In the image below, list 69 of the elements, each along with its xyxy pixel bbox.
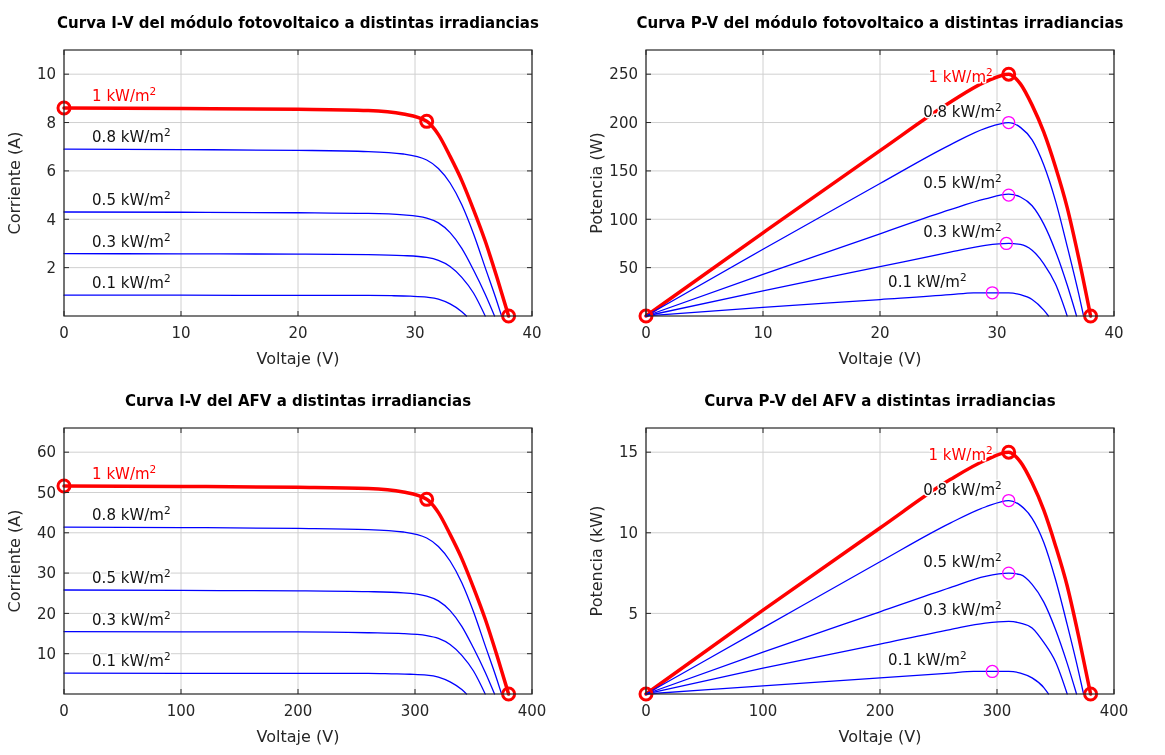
y-tick-label: 200 (609, 113, 638, 132)
y-tick-label: 6 (46, 162, 56, 181)
series-label: 0.3 kW/m$^{2}$ (92, 230, 171, 251)
x-tick-label: 40 (1104, 324, 1124, 342)
y-tick-label: 250 (609, 65, 638, 84)
y-tick-label: 40 (36, 524, 56, 543)
series-label: 0.5 kW/m$^{2}$ (92, 567, 171, 588)
x-tick-label: 300 (982, 702, 1012, 720)
y-axis-title: Potencia (kW) (587, 505, 606, 617)
x-tick-label: 20 (288, 324, 308, 342)
y-axis-title: Corriente (A) (5, 131, 24, 235)
series-label: 1 kW/m$^{2}$ (928, 444, 993, 465)
y-tick-label: 2 (46, 258, 56, 277)
y-tick-label: 20 (36, 604, 56, 623)
x-tick-label: 100 (166, 702, 196, 720)
x-axis-title: Voltaje (V) (256, 727, 340, 746)
y-tick-label: 50 (618, 258, 638, 277)
series-label: 1 kW/m$^{2}$ (92, 463, 157, 484)
x-tick-label: 300 (400, 702, 430, 720)
x-tick-label: 200 (283, 702, 313, 720)
y-tick-label: 10 (618, 524, 638, 543)
chart-title: Curva P-V del módulo fotovoltaico a distintas irradiancias (636, 14, 1124, 32)
x-tick-label: 10 (171, 324, 191, 342)
series-label: 0.8 kW/m$^{2}$ (92, 126, 171, 147)
series-label: 0.1 kW/m$^{2}$ (92, 650, 171, 671)
y-axis-title: Potencia (W) (587, 132, 606, 234)
x-tick-label: 400 (1099, 702, 1129, 720)
y-tick-label: 30 (36, 564, 56, 583)
series-label: 0.1 kW/m$^{2}$ (92, 272, 171, 293)
x-tick-label: 30 (987, 324, 1007, 342)
y-tick-label: 10 (36, 644, 56, 663)
x-tick-label: 100 (748, 702, 778, 720)
x-tick-label: 0 (641, 702, 651, 720)
x-tick-label: 0 (59, 324, 69, 342)
series-label: 0.1 kW/m$^{2}$ (888, 270, 967, 291)
y-tick-label: 100 (609, 210, 638, 229)
series-label: 1 kW/m$^{2}$ (92, 85, 157, 106)
y-tick-label: 4 (46, 210, 56, 229)
y-tick-label: 5 (628, 604, 638, 623)
series-label: 1 kW/m$^{2}$ (928, 66, 993, 87)
y-tick-label: 50 (36, 483, 56, 502)
y-tick-label: 60 (36, 443, 56, 462)
chart-title: Curva P-V del AFV a distintas irradiancias (704, 392, 1056, 410)
series-label: 0.5 kW/m$^{2}$ (923, 172, 1002, 193)
series-label: 0.3 kW/m$^{2}$ (923, 221, 1002, 242)
x-tick-label: 200 (865, 702, 895, 720)
y-tick-label: 10 (36, 65, 56, 84)
series-label: 0.8 kW/m$^{2}$ (92, 504, 171, 525)
series-label: 0.3 kW/m$^{2}$ (92, 608, 171, 629)
y-tick-label: 8 (46, 113, 56, 132)
chart-title: Curva I-V del módulo fotovoltaico a distintas irradiancias (57, 14, 539, 32)
series-label: 0.3 kW/m$^{2}$ (923, 599, 1002, 620)
y-tick-label: 150 (609, 162, 638, 181)
x-tick-label: 20 (870, 324, 890, 342)
series-label: 0.5 kW/m$^{2}$ (923, 551, 1002, 572)
x-tick-label: 30 (405, 324, 425, 342)
x-tick-label: 0 (59, 702, 69, 720)
x-axis-title: Voltaje (V) (838, 727, 922, 746)
series-label: 0.1 kW/m$^{2}$ (888, 649, 967, 670)
y-axis-title: Corriente (A) (5, 509, 24, 613)
x-tick-label: 40 (522, 324, 542, 342)
y-tick-label: 15 (618, 443, 638, 462)
x-axis-title: Voltaje (V) (256, 349, 340, 368)
x-tick-label: 400 (517, 702, 547, 720)
x-tick-label: 0 (641, 324, 651, 342)
series-label: 0.5 kW/m$^{2}$ (92, 189, 171, 210)
x-axis-title: Voltaje (V) (838, 349, 922, 368)
chart-title: Curva I-V del AFV a distintas irradiancias (124, 392, 472, 410)
x-tick-label: 10 (753, 324, 773, 342)
